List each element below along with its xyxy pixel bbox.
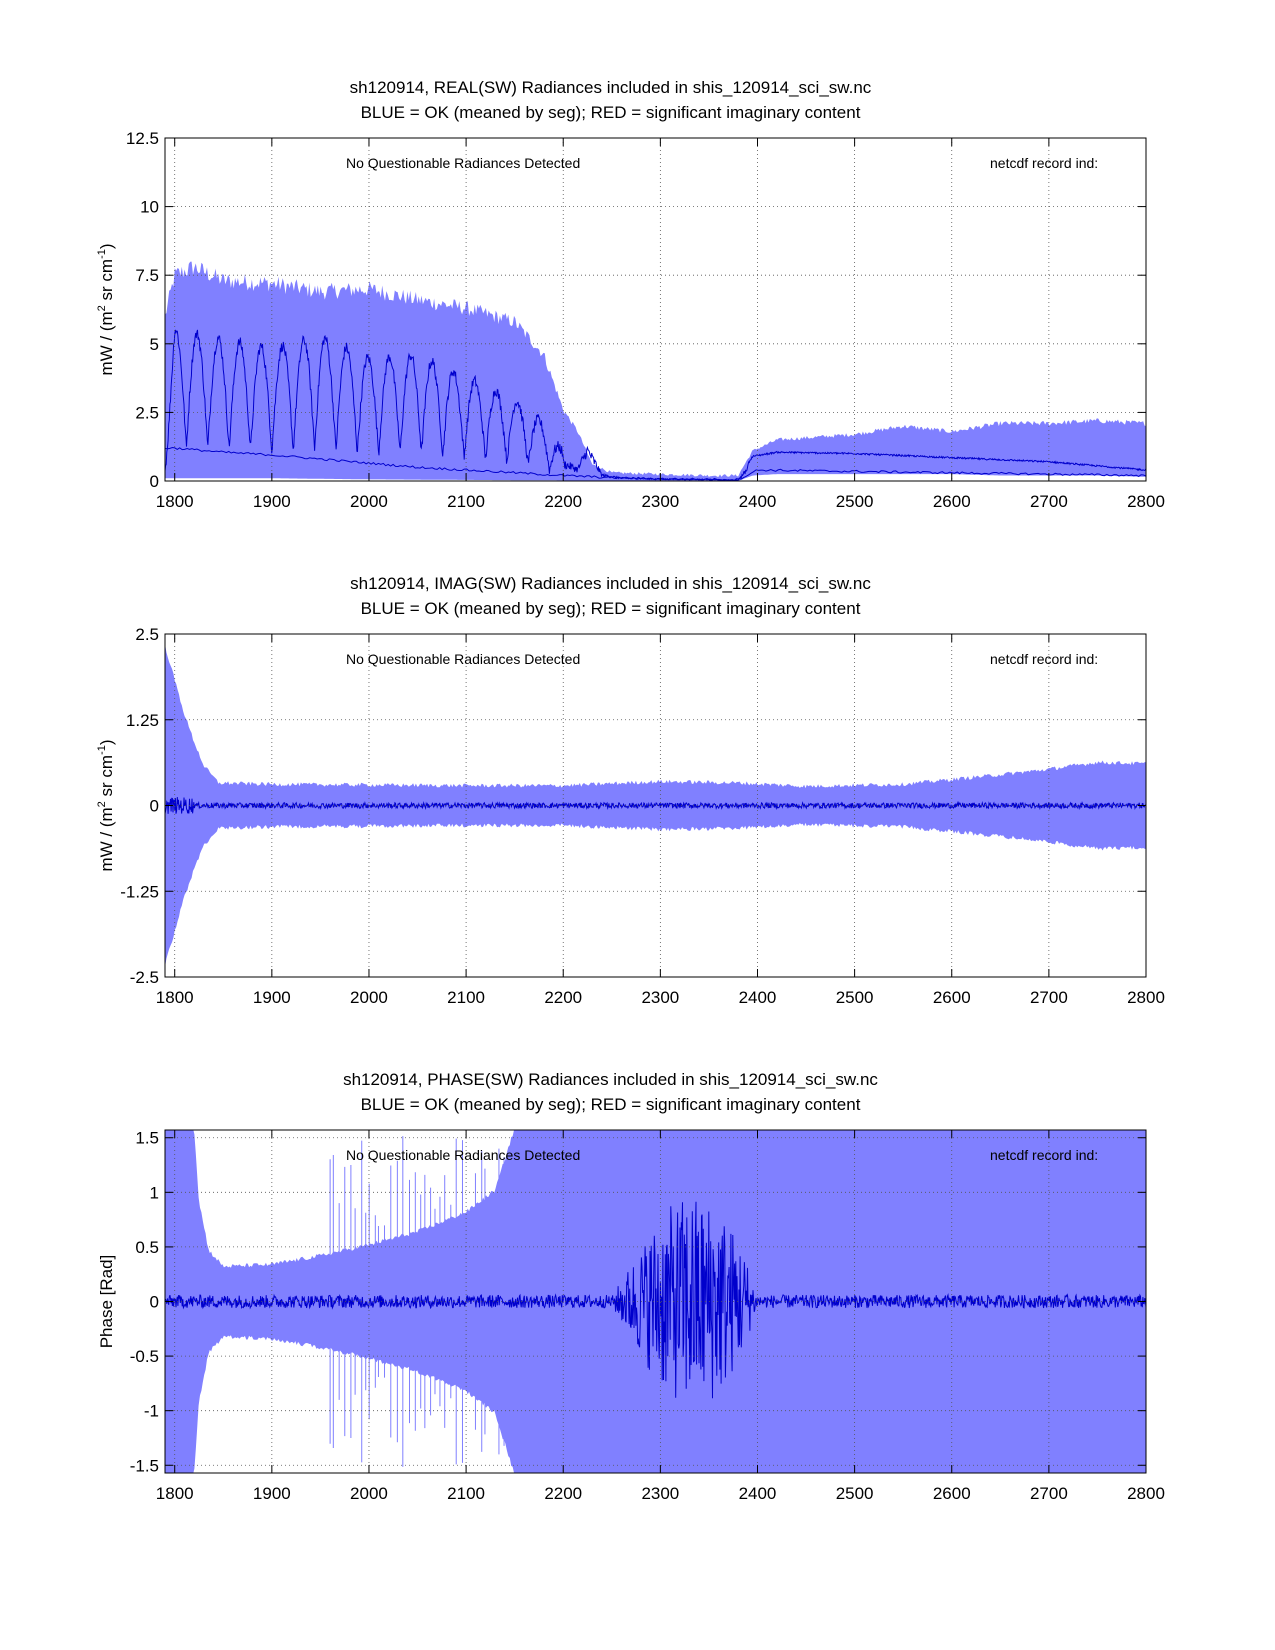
y-tick-label: 2.5: [135, 403, 159, 422]
y-tick-label: 0: [150, 1293, 159, 1312]
x-tick-label: 2800: [1127, 492, 1165, 511]
y-axis-label-part: mW / (m: [97, 807, 116, 871]
y-tick-label: 1: [150, 1183, 159, 1202]
y-tick-label: 5: [150, 335, 159, 354]
annotation-netcdf-record: netcdf record ind:: [990, 155, 1098, 171]
x-tick-label: 2500: [836, 988, 874, 1007]
plot-area: [165, 1130, 1146, 1473]
annotation-netcdf-record: netcdf record ind:: [990, 1147, 1098, 1163]
x-tick-label: 2400: [739, 988, 777, 1007]
x-tick-label: 2500: [836, 492, 874, 511]
x-tick-label: 2000: [350, 988, 388, 1007]
x-tick-label: 2300: [641, 1484, 679, 1503]
y-tick-label: 1.5: [135, 1129, 159, 1148]
annotation-netcdf-record: netcdf record ind:: [990, 651, 1098, 667]
series-lower-band-line: [165, 446, 1146, 481]
x-tick-label: 2300: [641, 988, 679, 1007]
y-axis-label-part: sr cm: [97, 755, 116, 801]
x-tick-label: 2000: [350, 1484, 388, 1503]
x-tick-label: 2800: [1127, 988, 1165, 1007]
y-tick-label: 0.5: [135, 1238, 159, 1257]
y-tick-label: 12.5: [126, 129, 159, 148]
y-tick-label: -1.5: [130, 1456, 159, 1475]
x-tick-label: 2600: [933, 988, 971, 1007]
y-tick-label: -1.25: [120, 882, 159, 901]
x-tick-label: 2100: [447, 492, 485, 511]
x-tick-label: 2700: [1030, 492, 1068, 511]
chart-real: sh120914, REAL(SW) Radiances included in…: [96, 78, 1165, 511]
y-axis-label-part: ): [97, 739, 116, 745]
x-tick-label: 2200: [544, 492, 582, 511]
y-axis-label-part: -1: [96, 249, 108, 259]
x-tick-label: 1800: [156, 492, 194, 511]
y-axis-label: mW / (m2 sr cm-1): [96, 243, 116, 375]
x-tick-label: 2700: [1030, 988, 1068, 1007]
x-tick-label: 2400: [739, 492, 777, 511]
x-tick-label: 2100: [447, 988, 485, 1007]
y-tick-label: 0: [150, 797, 159, 816]
chart-title-line1: sh120914, IMAG(SW) Radiances included in…: [350, 574, 871, 593]
x-tick-label: 1900: [253, 492, 291, 511]
x-tick-label: 1800: [156, 1484, 194, 1503]
x-tick-label: 1900: [253, 988, 291, 1007]
chart-title-line2: BLUE = OK (meaned by seg); RED = signifi…: [361, 599, 861, 618]
y-axis-label: mW / (m2 sr cm-1): [96, 739, 116, 871]
chart-title-line1: sh120914, PHASE(SW) Radiances included i…: [343, 1070, 878, 1089]
y-axis-label: Phase [Rad]: [97, 1255, 116, 1349]
chart-title-line2: BLUE = OK (meaned by seg); RED = signifi…: [361, 1095, 861, 1114]
chart-title-line2: BLUE = OK (meaned by seg); RED = signifi…: [361, 103, 861, 122]
y-tick-label: -0.5: [130, 1347, 159, 1366]
y-axis-label-part: -1: [96, 745, 108, 755]
y-tick-label: -1: [144, 1402, 159, 1421]
x-tick-label: 2000: [350, 492, 388, 511]
x-tick-label: 2600: [933, 1484, 971, 1503]
annotation-no-questionable: No Questionable Radiances Detected: [346, 651, 580, 667]
x-tick-label: 1900: [253, 1484, 291, 1503]
y-tick-label: 7.5: [135, 266, 159, 285]
y-tick-label: 0: [150, 472, 159, 491]
x-tick-label: 2300: [641, 492, 679, 511]
y-axis-label-part: 2: [96, 801, 108, 807]
y-axis-label-part: mW / (m: [97, 311, 116, 375]
x-tick-label: 2200: [544, 988, 582, 1007]
chart-imag: sh120914, IMAG(SW) Radiances included in…: [96, 574, 1165, 1007]
chart-title-line1: sh120914, REAL(SW) Radiances included in…: [350, 78, 872, 97]
y-tick-label: 10: [140, 198, 159, 217]
y-axis-label-part: ): [97, 243, 116, 249]
x-tick-label: 2100: [447, 1484, 485, 1503]
series-envelope-area: [165, 261, 1146, 481]
y-tick-label: 1.25: [126, 711, 159, 730]
x-tick-label: 2200: [544, 1484, 582, 1503]
x-tick-label: 2500: [836, 1484, 874, 1503]
series-mean-line: [165, 797, 1146, 814]
annotation-no-questionable: No Questionable Radiances Detected: [346, 155, 580, 171]
annotation-no-questionable: No Questionable Radiances Detected: [346, 1147, 580, 1163]
axes-box: [164, 137, 1147, 482]
series-mean-line: [165, 329, 1146, 481]
x-tick-label: 2600: [933, 492, 971, 511]
y-axis-label-part: sr cm: [97, 259, 116, 305]
x-tick-label: 2800: [1127, 1484, 1165, 1503]
x-tick-label: 2400: [739, 1484, 777, 1503]
x-tick-label: 1800: [156, 988, 194, 1007]
y-tick-label: 2.5: [135, 625, 159, 644]
chart-phase: sh120914, PHASE(SW) Radiances included i…: [97, 1070, 1165, 1503]
x-tick-label: 2700: [1030, 1484, 1068, 1503]
y-axis-label-part: 2: [96, 305, 108, 311]
plot-area: [165, 261, 1146, 481]
plot-area: [165, 643, 1146, 968]
y-tick-label: -2.5: [130, 968, 159, 987]
series-mean-line: [165, 1201, 1146, 1399]
